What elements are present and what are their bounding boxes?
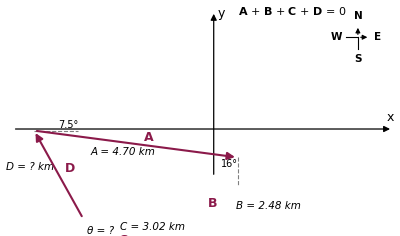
Text: D = ? km: D = ? km xyxy=(6,162,54,172)
Text: θ = ?: θ = ? xyxy=(87,226,114,236)
Text: y: y xyxy=(217,7,224,20)
Text: $\bf{A}$ + $\bf{B}$ + $\bf{C}$ + $\bf{D}$ = 0: $\bf{A}$ + $\bf{B}$ + $\bf{C}$ + $\bf{D}… xyxy=(238,5,346,17)
Text: E: E xyxy=(374,32,381,42)
Text: $\mathbf{A}$: $\mathbf{A}$ xyxy=(143,131,155,143)
Text: N: N xyxy=(354,11,362,21)
Text: 7.5°: 7.5° xyxy=(58,120,78,130)
Text: $\mathbf{C}$: $\mathbf{C}$ xyxy=(118,234,129,236)
Text: x: x xyxy=(387,111,394,124)
Text: S: S xyxy=(354,54,362,64)
Text: W: W xyxy=(331,32,342,42)
Text: C = 3.02 km: C = 3.02 km xyxy=(120,223,184,232)
Text: 16°: 16° xyxy=(221,159,238,169)
Text: B = 2.48 km: B = 2.48 km xyxy=(236,202,301,211)
Text: A = 4.70 km: A = 4.70 km xyxy=(90,147,155,157)
Text: $\mathbf{D}$: $\mathbf{D}$ xyxy=(64,162,75,175)
Text: $\mathbf{B}$: $\mathbf{B}$ xyxy=(206,197,217,210)
